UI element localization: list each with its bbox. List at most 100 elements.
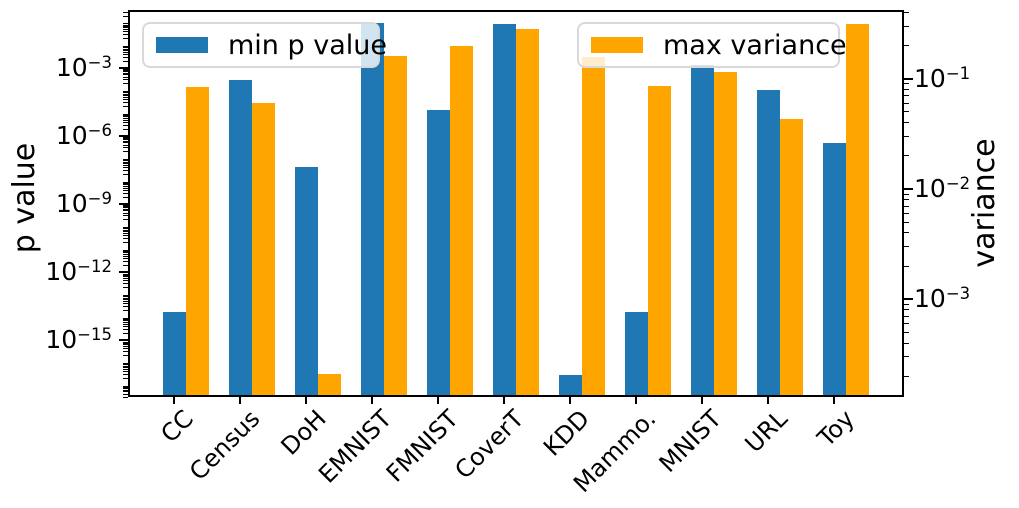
y-minor-tick-left	[123, 386, 128, 388]
y-minor-tick-left	[123, 276, 128, 278]
y-minor-tick-left	[123, 25, 128, 27]
y-minor-tick-left	[123, 159, 128, 161]
y-minor-tick-left	[123, 340, 128, 342]
y-minor-tick-left	[123, 167, 128, 169]
y-minor-tick-right	[904, 135, 909, 137]
y-minor-tick-left	[123, 257, 128, 259]
y-minor-tick-left	[123, 140, 128, 142]
y-minor-tick-right	[904, 11, 909, 13]
y-minor-tick-left	[123, 181, 128, 183]
y-major-tick-right	[904, 77, 913, 80]
y-minor-tick-left	[123, 24, 128, 26]
legend-label-max-variance: max variance	[663, 29, 847, 61]
y-minor-tick-left	[123, 71, 128, 73]
y-minor-tick-right	[904, 111, 909, 113]
y-minor-tick-right	[904, 88, 909, 90]
bar-min-p-value-Census	[228, 80, 252, 395]
y-minor-tick-left	[123, 207, 128, 209]
y-minor-tick-left	[123, 385, 128, 387]
y-minor-tick-left	[123, 295, 128, 297]
bar-max-variance-Census	[251, 102, 275, 395]
y-minor-tick-left	[123, 115, 128, 117]
y-minor-tick-right	[904, 315, 909, 317]
y-minor-tick-left	[123, 228, 128, 230]
y-minor-tick-left	[123, 317, 128, 319]
y-minor-tick-left	[123, 368, 128, 370]
y-minor-tick-left	[123, 365, 128, 367]
y-major-tick-right	[904, 298, 913, 301]
y-minor-tick-left	[123, 388, 128, 390]
y-minor-tick-left	[123, 253, 128, 255]
y-minor-tick-right	[904, 102, 909, 104]
y-major-tick-left	[119, 338, 128, 341]
y-minor-tick-left	[123, 124, 128, 126]
y-minor-tick-left	[123, 165, 128, 167]
x-tick	[239, 397, 241, 404]
legend-label-min-p-value: min p value	[228, 29, 387, 61]
x-tick-label-covert: CoverT	[449, 404, 530, 485]
y-minor-tick-left	[123, 321, 128, 323]
y-minor-tick-right	[904, 331, 909, 333]
y-minor-tick-left	[123, 283, 128, 285]
y-minor-tick-left	[123, 297, 128, 299]
y-minor-tick-left	[123, 373, 128, 375]
y-tick-label-right: 10−3	[914, 284, 971, 314]
y-minor-tick-right	[904, 323, 909, 325]
y-minor-tick-left	[123, 371, 128, 373]
bar-min-p-value-DoH	[294, 167, 318, 395]
y-minor-tick-left	[123, 342, 128, 344]
y-minor-tick-left	[123, 389, 128, 391]
y-minor-tick-left	[123, 50, 128, 52]
y-minor-tick-left	[123, 92, 128, 94]
y-minor-tick-left	[123, 341, 128, 343]
y-major-tick-left	[119, 67, 128, 70]
y-minor-tick-left	[123, 128, 128, 130]
y-minor-tick-left	[123, 303, 128, 305]
y-minor-tick-right	[904, 246, 909, 248]
y-minor-tick-left	[123, 273, 128, 275]
y-minor-tick-left	[123, 278, 128, 280]
legend-swatch-orange	[591, 37, 643, 53]
y-minor-tick-left	[123, 391, 128, 393]
y-minor-tick-left	[123, 344, 128, 346]
y-minor-tick-left	[123, 332, 128, 334]
y-minor-tick-left	[123, 229, 128, 231]
y-minor-tick-left	[123, 102, 128, 104]
x-tick	[767, 397, 769, 404]
y-minor-tick-left	[123, 274, 128, 276]
y-minor-tick-left	[123, 241, 128, 243]
y-minor-tick-left	[123, 305, 128, 307]
y-minor-tick-left	[123, 363, 128, 365]
y-minor-tick-left	[123, 142, 128, 144]
x-tick-label-url: URL	[739, 404, 794, 459]
legend-min-p-value: min p value	[142, 22, 387, 68]
bar-min-p-value-Toy	[822, 143, 846, 395]
y-minor-tick-left	[123, 34, 128, 36]
y-minor-tick-left	[123, 299, 128, 301]
y-minor-tick-left	[123, 272, 128, 274]
y-minor-tick-left	[123, 309, 128, 311]
x-tick	[305, 397, 307, 404]
y-minor-tick-left	[123, 51, 128, 53]
y-minor-tick-left	[123, 174, 128, 176]
y-minor-tick-left	[123, 204, 128, 206]
y-minor-tick-left	[123, 121, 128, 123]
y-minor-tick-left	[123, 320, 128, 322]
y-minor-tick-left	[123, 325, 128, 327]
y-minor-tick-right	[904, 212, 909, 214]
y-minor-tick-left	[123, 227, 128, 229]
y-minor-tick-right	[904, 45, 909, 47]
y-minor-tick-left	[123, 185, 128, 187]
y-minor-tick-right	[904, 122, 909, 124]
y-minor-tick-right	[904, 193, 909, 195]
y-minor-tick-left	[123, 348, 128, 350]
y-minor-tick-left	[123, 119, 128, 121]
y-minor-tick-right	[904, 83, 909, 85]
y-tick-label-left: 10−3	[55, 52, 112, 83]
y-minor-tick-left	[123, 260, 128, 262]
y-minor-tick-left	[123, 208, 128, 210]
y-tick-label-right: 10−1	[914, 63, 971, 93]
bar-max-variance-FMNIST	[449, 46, 473, 395]
y-minor-tick-left	[123, 144, 128, 146]
